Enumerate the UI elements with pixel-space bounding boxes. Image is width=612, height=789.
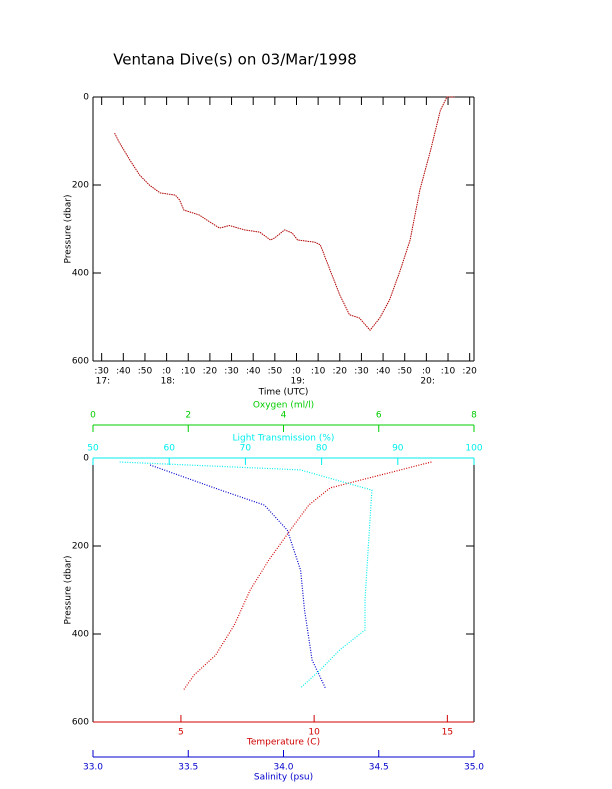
x-axis-label: Temperature (C)	[246, 738, 320, 748]
hour-label: 19:	[290, 377, 304, 387]
chart-title: Ventana Dive(s) on 03/Mar/1998	[113, 51, 357, 69]
x-tick-label: :10	[441, 367, 456, 377]
x-axis-label: Light Transmission (%)	[233, 434, 335, 444]
y-axis-label: Pressure (dbar)	[64, 195, 74, 264]
x-tick-label: 5	[178, 728, 184, 738]
x-tick-label: :20	[462, 367, 477, 377]
x-tick-label: :0	[422, 367, 431, 377]
y-tick-label: 600	[72, 357, 89, 367]
x-tick-label: 100	[465, 444, 482, 454]
y-tick-label: 0	[83, 93, 89, 103]
x-tick-label: :30	[354, 367, 369, 377]
x-tick-label: :30	[94, 367, 109, 377]
x-tick-label: :40	[116, 367, 131, 377]
profile-series	[149, 464, 326, 689]
x-tick-label: 10	[308, 728, 320, 738]
x-axis-label: Salinity (psu)	[254, 773, 313, 783]
y-tick-label: 400	[72, 630, 89, 640]
x-tick-label: :10	[181, 367, 196, 377]
x-tick-label: :50	[397, 367, 412, 377]
line-series	[114, 96, 455, 331]
x-tick-label: :10	[311, 367, 326, 377]
y-tick-label: 0	[83, 454, 89, 464]
x-tick-label: 34.0	[273, 763, 293, 773]
x-tick-label: 4	[281, 411, 287, 421]
x-tick-label: 34.5	[369, 763, 389, 773]
x-tick-label: 0	[90, 411, 96, 421]
x-tick-label: :0	[292, 367, 301, 377]
x-tick-label: 8	[471, 411, 477, 421]
x-tick-label: :50	[138, 367, 153, 377]
x-tick-label: 33.5	[178, 763, 198, 773]
hour-label: 20:	[420, 377, 434, 387]
x-tick-label: 90	[392, 444, 404, 454]
hour-label: 17:	[96, 377, 110, 387]
x-tick-label: :20	[333, 367, 348, 377]
x-tick-label: :0	[162, 367, 171, 377]
hour-label: 18:	[161, 377, 175, 387]
x-tick-label: :50	[268, 367, 283, 377]
x-tick-label: 33.0	[83, 763, 103, 773]
y-axis-label: Pressure (dbar)	[64, 556, 74, 625]
x-axis-label: Oxygen (ml/l)	[253, 401, 314, 411]
profile-series	[183, 461, 432, 691]
profile-series	[119, 461, 373, 689]
x-tick-label: :30	[224, 367, 239, 377]
x-tick-label: :40	[246, 367, 261, 377]
x-tick-label: :40	[376, 367, 391, 377]
x-tick-label: 50	[87, 444, 99, 454]
y-tick-label: 400	[72, 269, 89, 279]
x-tick-label: 2	[185, 411, 191, 421]
x-tick-label: 80	[316, 444, 328, 454]
y-tick-label: 200	[72, 542, 89, 552]
x-tick-label: :20	[203, 367, 218, 377]
x-tick-label: 15	[442, 728, 453, 738]
x-axis-label: Time (UTC)	[258, 388, 309, 398]
x-tick-label: 35.0	[464, 763, 484, 773]
x-tick-label: 6	[376, 411, 382, 421]
y-tick-label: 600	[72, 718, 89, 728]
x-tick-label: 60	[163, 444, 175, 454]
y-tick-label: 200	[72, 181, 89, 191]
x-tick-label: 70	[240, 444, 252, 454]
